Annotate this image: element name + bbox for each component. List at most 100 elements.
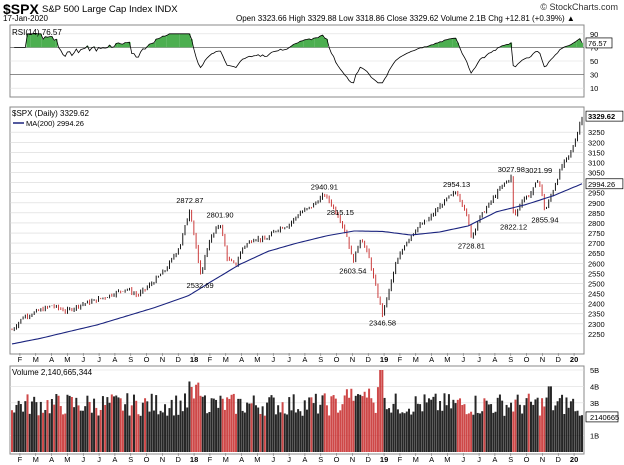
index-name: S&P 500 Large Cap Index INDX	[42, 4, 178, 15]
volume-bar	[57, 395, 60, 452]
price-annotation: 3027.98	[498, 165, 525, 174]
volume-bar	[184, 393, 186, 452]
volume-bar	[117, 397, 120, 452]
volume-bar	[161, 412, 164, 452]
x-axis-label: N	[540, 455, 545, 464]
price-marker-label: 3329.62	[588, 112, 615, 121]
volume-bar	[195, 384, 198, 452]
price-tick-label: 2550	[588, 269, 605, 278]
volume-bar	[66, 394, 69, 452]
volume-bar	[518, 404, 521, 452]
volume-bar	[392, 403, 395, 452]
volume-bar	[299, 411, 302, 452]
volume-bar	[254, 405, 257, 452]
volume-bar	[261, 406, 264, 452]
volume-bar	[427, 398, 430, 452]
volume-bar	[323, 393, 326, 452]
price-tick-label: 2800	[588, 219, 605, 228]
volume-bar	[381, 370, 384, 452]
x-axis-label: J	[461, 355, 465, 364]
x-axis-label: J	[81, 355, 85, 364]
volume-bar	[463, 404, 466, 452]
volume-bar	[343, 395, 346, 452]
x-axis-label: O	[144, 355, 150, 364]
x-axis-label: M	[64, 355, 70, 364]
volume-bar	[26, 394, 29, 452]
volume-bar	[567, 407, 570, 452]
volume-bar	[434, 393, 437, 452]
volume-bar	[93, 398, 96, 452]
volume-bar	[19, 404, 22, 452]
x-axis-label: S	[508, 455, 513, 464]
x-axis-label: N	[160, 355, 165, 364]
volume-bar	[461, 405, 464, 452]
x-axis-label: N	[540, 355, 545, 364]
volume-bar	[68, 395, 71, 452]
x-axis-label: 20	[570, 455, 578, 464]
x-axis-label: S	[128, 455, 133, 464]
volume-bar	[507, 407, 510, 452]
volume-bar	[155, 395, 158, 452]
rsi-tick-label: 50	[590, 57, 598, 66]
x-axis-label: A	[49, 355, 54, 364]
volume-bar	[368, 388, 371, 452]
volume-bar	[321, 395, 324, 452]
x-axis-label: A	[492, 355, 497, 364]
volume-bar	[272, 397, 275, 452]
x-axis-label: 18	[190, 355, 198, 364]
volume-bar	[113, 396, 116, 452]
x-axis-label: F	[208, 455, 213, 464]
volume-bar	[547, 386, 550, 452]
x-axis-label: D	[556, 455, 562, 464]
volume-bar	[423, 394, 426, 452]
volume-bar	[412, 411, 415, 452]
volume-bar	[383, 397, 386, 452]
x-axis-label: 19	[380, 355, 388, 364]
volume-bar	[390, 412, 393, 452]
x-axis-label: A	[112, 455, 117, 464]
volume-bar	[319, 404, 322, 452]
x-axis-label: A	[429, 455, 434, 464]
volume-bar	[310, 397, 313, 452]
volume-bar	[115, 395, 118, 452]
volume-bar	[399, 413, 402, 452]
price-tick-label: 2850	[588, 209, 605, 218]
volume-bar	[572, 398, 575, 452]
volume-bar	[226, 397, 229, 452]
x-axis-label: M	[33, 355, 39, 364]
volume-bar	[179, 400, 182, 452]
price-annotation: 2872.87	[176, 196, 203, 205]
volume-bar	[419, 404, 422, 452]
volume-bar	[574, 411, 577, 452]
volume-bar	[268, 397, 271, 452]
volume-bar	[150, 393, 153, 452]
volume-bar	[168, 408, 171, 452]
x-axis-label: N	[350, 355, 355, 364]
volume-bar	[42, 412, 45, 452]
price-annotation: 2346.58	[369, 318, 396, 327]
volume-bar	[372, 402, 375, 452]
volume-bar	[44, 409, 47, 452]
volume-bar	[50, 399, 53, 452]
x-axis-label: J	[287, 355, 291, 364]
volume-bar	[73, 407, 76, 452]
x-axis-label: M	[64, 455, 70, 464]
volume-bar	[341, 404, 344, 452]
volume-bar	[108, 402, 111, 452]
volume-bar	[144, 398, 147, 452]
volume-bar	[95, 407, 98, 452]
volume-bar	[465, 414, 468, 452]
volume-bar	[33, 396, 36, 452]
volume-bar	[523, 405, 526, 452]
volume-bar	[181, 411, 184, 452]
volume-bar	[288, 397, 291, 452]
volume-bar	[277, 405, 280, 452]
volume-bar	[350, 388, 353, 452]
volume-bar	[514, 399, 517, 452]
volume-bar	[230, 394, 233, 452]
ma200-line	[11, 183, 583, 345]
x-axis-label: F	[18, 455, 23, 464]
volume-bar	[281, 402, 284, 452]
volume-bar	[432, 396, 435, 452]
volume-bar	[146, 401, 149, 452]
